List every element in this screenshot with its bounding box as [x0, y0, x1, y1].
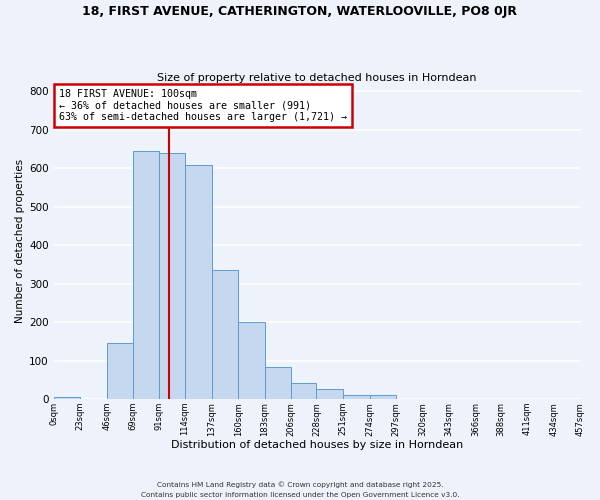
Bar	[291, 383, 316, 399]
Bar	[343, 395, 370, 399]
Bar	[133, 151, 158, 399]
Bar	[238, 322, 265, 399]
Text: 18, FIRST AVENUE, CATHERINGTON, WATERLOOVILLE, PO8 0JR: 18, FIRST AVENUE, CATHERINGTON, WATERLOO…	[83, 5, 517, 18]
Text: 18 FIRST AVENUE: 100sqm
← 36% of detached houses are smaller (991)
63% of semi-d: 18 FIRST AVENUE: 100sqm ← 36% of detache…	[59, 88, 347, 122]
Text: Contains HM Land Registry data © Crown copyright and database right 2025.
Contai: Contains HM Land Registry data © Crown c…	[140, 482, 460, 498]
Bar	[185, 164, 212, 399]
Y-axis label: Number of detached properties: Number of detached properties	[15, 160, 25, 324]
Bar	[158, 153, 185, 399]
Bar	[212, 270, 238, 399]
Bar	[107, 344, 133, 399]
Bar	[53, 397, 80, 399]
X-axis label: Distribution of detached houses by size in Horndean: Distribution of detached houses by size …	[171, 440, 463, 450]
Bar	[265, 367, 291, 399]
Bar	[316, 388, 343, 399]
Bar	[370, 395, 396, 399]
Title: Size of property relative to detached houses in Horndean: Size of property relative to detached ho…	[157, 73, 477, 83]
